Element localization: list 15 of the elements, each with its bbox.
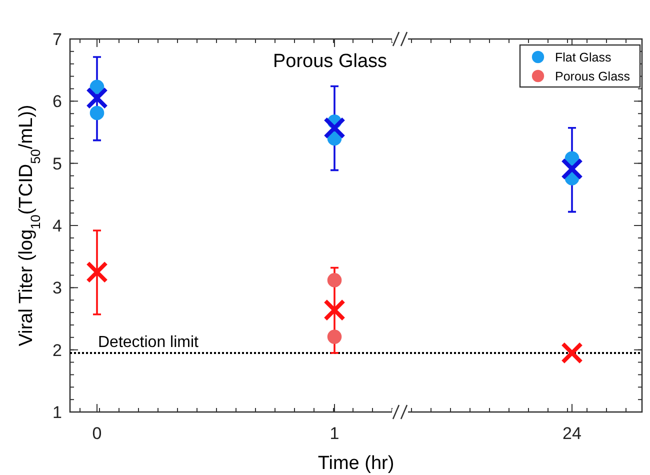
ref-line-label: Detection limit [98, 334, 200, 351]
y-tick-label: 7 [52, 30, 62, 49]
x-tick-label: 24 [562, 424, 582, 443]
legend-label: Flat Glass [555, 50, 612, 64]
x-tick-label: 0 [92, 424, 102, 443]
y-tick-label: 4 [52, 216, 62, 236]
x-axis-title: Time (hr) [318, 453, 394, 474]
y-tick-label: 1 [52, 402, 62, 422]
x-tick-label: 1 [330, 424, 340, 443]
y-tick-label: 3 [52, 278, 62, 298]
y-tick-label: 2 [52, 340, 62, 360]
y-tick-label: 6 [52, 92, 62, 112]
text: Porous Glass [272, 51, 388, 72]
legend-label: Porous Glass [555, 69, 630, 84]
y-tick-label: 5 [52, 154, 62, 174]
